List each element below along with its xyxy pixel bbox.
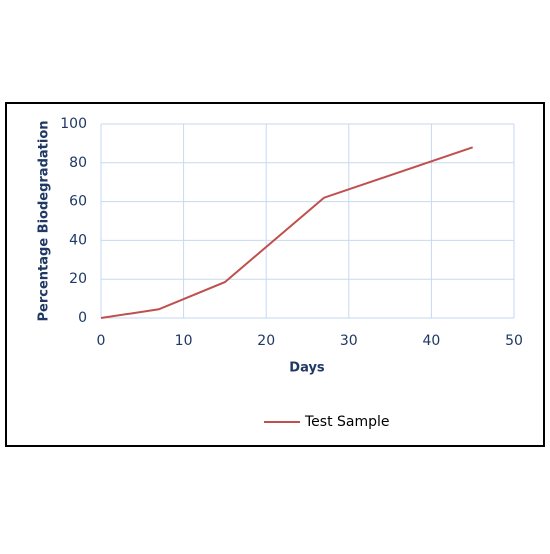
legend-label: Test Sample — [304, 414, 390, 430]
legend: Test Sample — [264, 414, 390, 430]
y-tick-label: 0 — [78, 310, 87, 326]
x-tick-label: 30 — [340, 333, 358, 349]
y-tick-label: 20 — [69, 271, 87, 287]
data-line — [100, 146, 474, 319]
y-tick-label: 80 — [69, 155, 87, 171]
x-tick-label: 0 — [97, 333, 106, 349]
y-axis-label: Percentage Biodegradation — [37, 120, 52, 321]
chart-frame — [5, 102, 545, 447]
x-tick-label: 10 — [175, 333, 193, 349]
x-tick-label: 40 — [422, 333, 440, 349]
plot-area — [100, 123, 515, 319]
y-tick-label: 100 — [60, 116, 87, 132]
x-tick-label: 50 — [505, 333, 523, 349]
x-axis-label: Days — [289, 361, 325, 376]
x-tick-label: 20 — [257, 333, 275, 349]
y-tick-label: 40 — [69, 232, 87, 248]
y-tick-label: 60 — [69, 194, 87, 210]
